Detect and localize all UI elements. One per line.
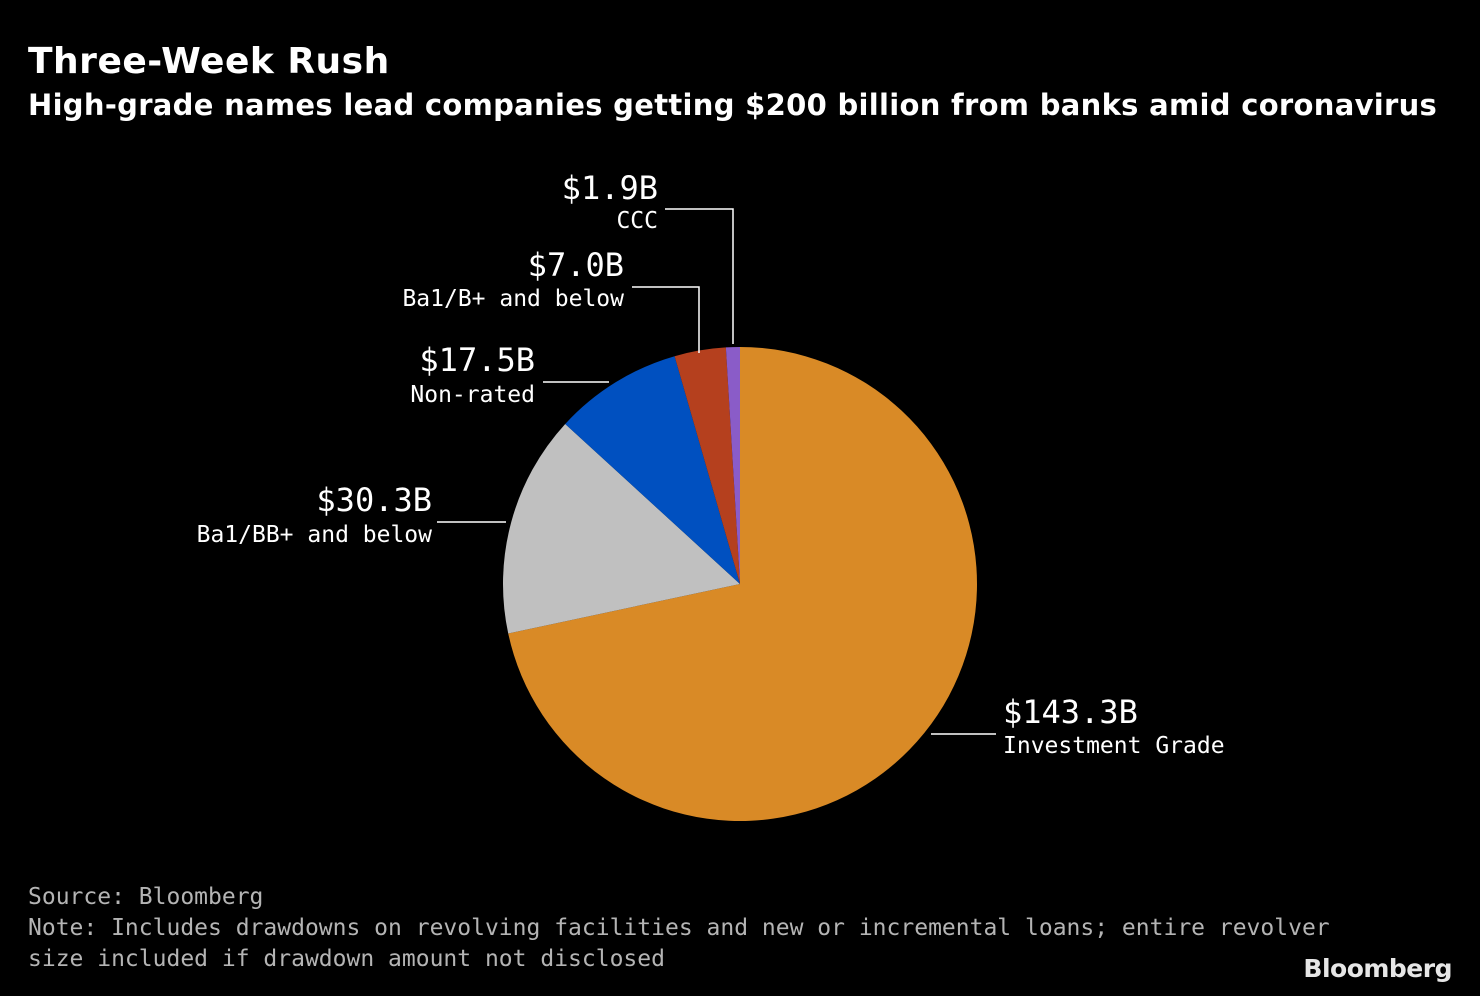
pie-slice-non-rated bbox=[565, 356, 740, 584]
pie-slice-ccc bbox=[725, 347, 740, 584]
chart-subtitle: High-grade names lead companies getting … bbox=[28, 88, 1438, 122]
chart-footer: Source: Bloomberg Note: Includes drawdow… bbox=[28, 882, 1330, 975]
category-label-ccc: CCC bbox=[616, 208, 658, 234]
data-label-investment-grade: $143.3B bbox=[1003, 693, 1138, 731]
data-label-ba1-bb-and-below: $30.3B bbox=[316, 481, 432, 519]
source-note: Source: Bloomberg bbox=[28, 884, 264, 910]
data-label-ba1-b-and-below: $7.0B bbox=[528, 246, 624, 284]
chart-title: Three-Week Rush bbox=[28, 41, 390, 82]
pie-slice-ba1-b-and-below bbox=[674, 347, 740, 584]
leader-line-ba1-b-and-below bbox=[632, 286, 700, 353]
category-label-ba1-b-and-below: Ba1/B+ and below bbox=[402, 286, 624, 312]
footnote-line-2: size included if drawdown amount not dis… bbox=[28, 946, 665, 972]
footnote-line-1: Note: Includes drawdowns on revolving fa… bbox=[28, 915, 1330, 941]
pie-slice-ba1-bb-and-below bbox=[502, 423, 740, 634]
data-label-ccc: $1.9B bbox=[562, 169, 658, 207]
pie-slice-investment-grade bbox=[508, 347, 977, 821]
bloomberg-logo: Bloomberg bbox=[1303, 954, 1452, 983]
category-label-investment-grade: Investment Grade bbox=[1003, 733, 1225, 759]
data-label-non-rated: $17.5B bbox=[419, 341, 535, 379]
leader-line-ccc bbox=[665, 208, 734, 344]
category-label-ba1-bb-and-below: Ba1/BB+ and below bbox=[197, 522, 433, 548]
category-label-non-rated: Non-rated bbox=[410, 382, 535, 408]
